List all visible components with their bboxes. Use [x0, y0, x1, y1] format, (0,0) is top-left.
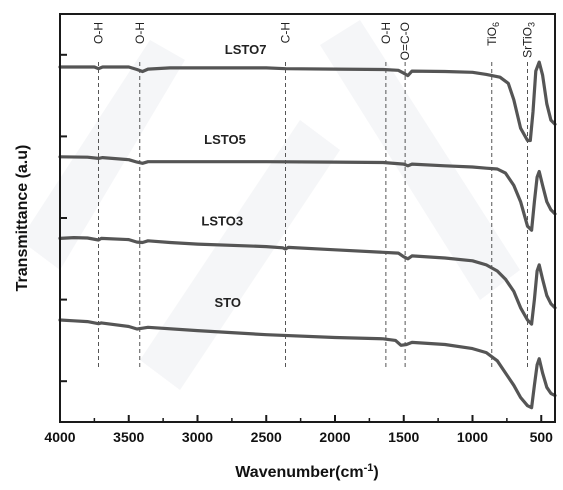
x-axis-title: Wavenumber(cm-1)	[235, 462, 378, 481]
band-label: C-H	[279, 22, 293, 43]
series-label: LSTO3	[201, 213, 243, 228]
band-label: O=C-O	[398, 22, 412, 60]
series-label: LSTO5	[204, 132, 246, 147]
band-label-text: O=C-O	[398, 22, 412, 60]
series-label: STO	[215, 295, 242, 310]
y-axis-ticks	[60, 53, 67, 383]
x-tick-label: 500	[530, 429, 554, 445]
band-label: O-H	[379, 22, 393, 44]
x-axis-ticks: 4000 3500 3000 2500 2000 1500 1000 500	[44, 415, 553, 445]
x-tick-label: 3000	[182, 429, 213, 445]
band-label-text: O-H	[133, 22, 147, 44]
band-label-text: SrTiO	[521, 27, 535, 58]
x-tick-label: 1500	[388, 429, 419, 445]
y-axis-title: Transmittance (a.u)	[14, 145, 31, 292]
x-tick-label: 2500	[251, 429, 282, 445]
x-tick-label: 1000	[457, 429, 488, 445]
series-line-lsto5	[58, 155, 557, 232]
band-markers: O-H O-H C-H O-H O=C-O TiO6 SrTiO3	[92, 22, 537, 368]
series-line-lsto7	[58, 60, 557, 143]
x-tick-label: 3500	[113, 429, 144, 445]
series-line-lsto3	[58, 236, 557, 326]
x-tick-label: 4000	[44, 429, 75, 445]
series-lines	[58, 60, 557, 410]
series-label: LSTO7	[225, 42, 267, 57]
series-labels: LSTO7 LSTO5 LSTO3 STO	[201, 42, 266, 310]
band-label: TiO6	[485, 22, 501, 46]
band-label-text: O-H	[92, 22, 106, 44]
band-label: O-H	[92, 22, 106, 44]
x-axis-title-close: )	[373, 464, 378, 481]
band-label: O-H	[133, 22, 147, 44]
x-axis-title-superscript: -1	[364, 462, 374, 474]
x-tick-label: 2000	[319, 429, 350, 445]
band-label-subscript: 6	[491, 22, 501, 27]
band-label-text: TiO	[485, 27, 499, 46]
band-label-subscript: 3	[527, 22, 537, 27]
x-axis-title-text: Wavenumber(cm	[235, 464, 363, 481]
band-label-text: C-H	[279, 22, 293, 43]
background-watermark	[20, 20, 520, 390]
band-label-text: O-H	[379, 22, 393, 44]
band-label: SrTiO3	[521, 22, 537, 58]
series-line-sto	[58, 318, 557, 410]
